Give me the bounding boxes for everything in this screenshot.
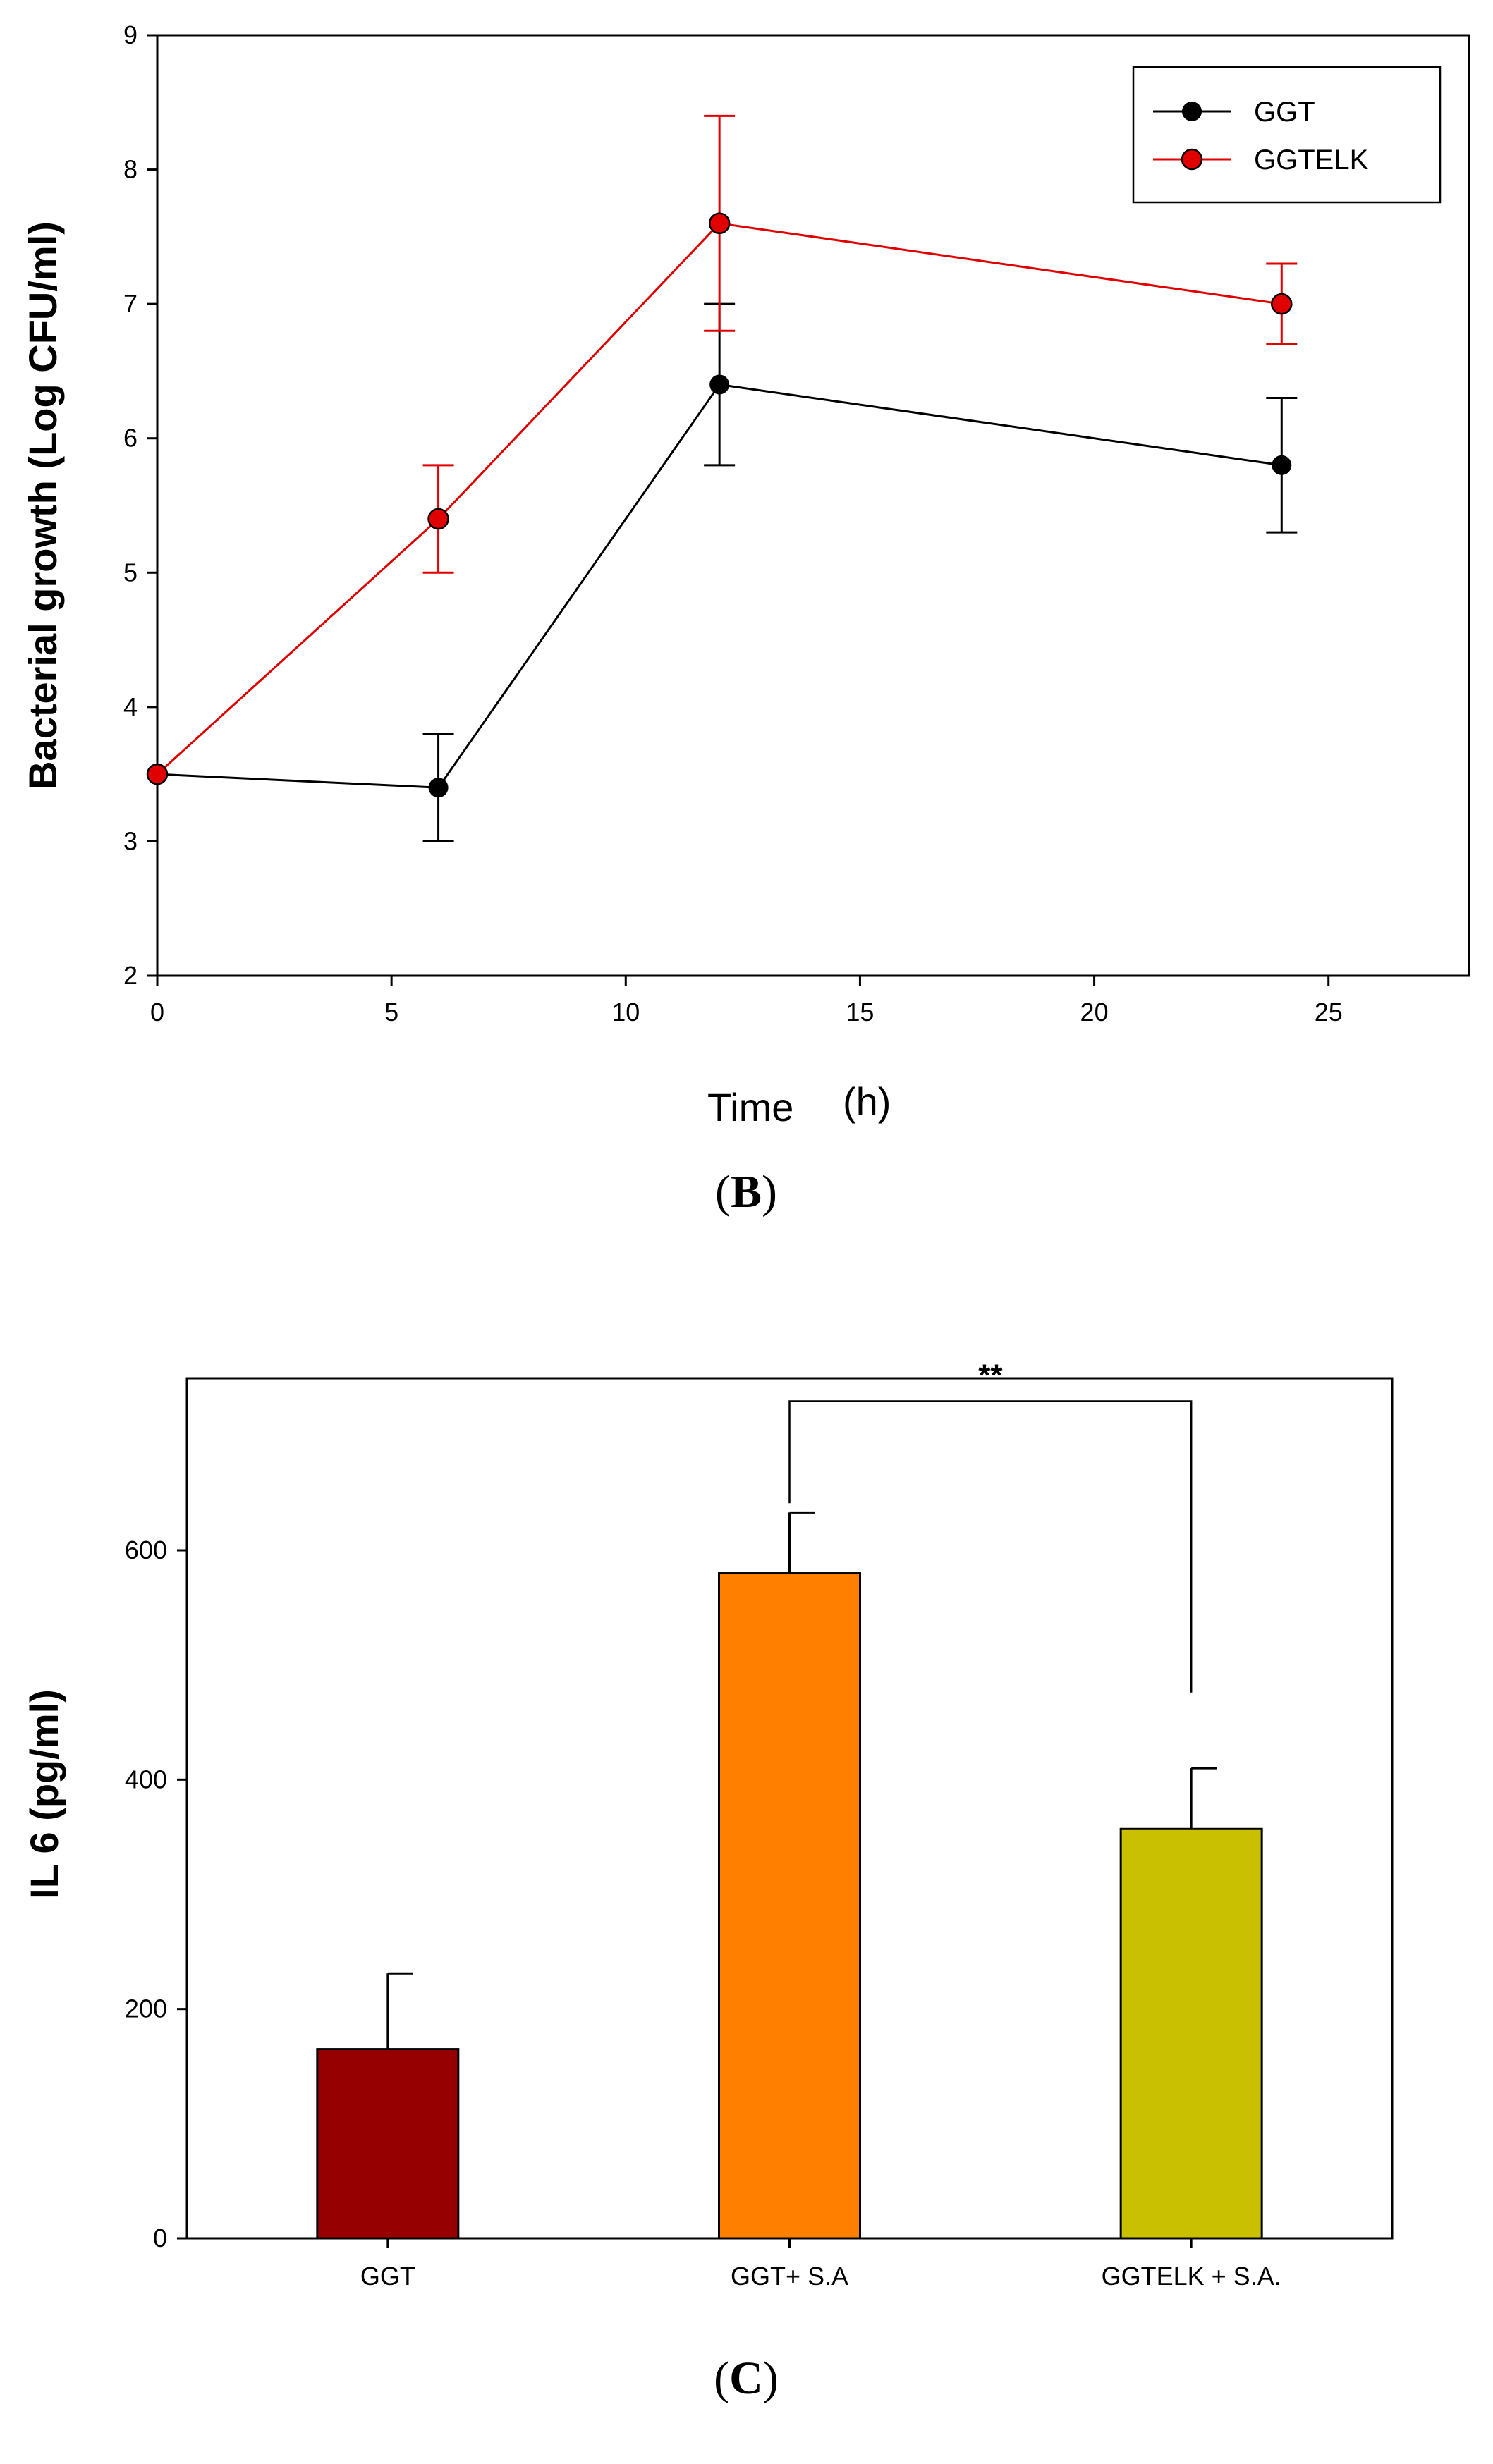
data-point-ggtelk [708, 212, 731, 235]
y-tick-label: 4 [123, 692, 138, 721]
series-line-ggt [157, 383, 1282, 789]
y-tick-label: 400 [125, 1765, 167, 1794]
data-point-ggt [709, 374, 730, 395]
significance-bracket: ** [788, 1359, 1193, 1693]
x-tick-label: 15 [846, 998, 874, 1026]
panel-c-letter: C [729, 2353, 763, 2404]
x-tick-label: GGT+ S.A [731, 2262, 848, 2291]
x-tick-label: 10 [611, 998, 640, 1026]
bar-ggt-s-a [718, 1572, 861, 2240]
panel-c-bars [316, 1511, 1263, 2240]
y-tick-label: 8 [123, 155, 138, 184]
legend-marker-ggtelk [1181, 148, 1203, 171]
legend-box [1132, 66, 1442, 204]
y-tick-label: 7 [123, 289, 138, 318]
x-tick-label: 20 [1080, 998, 1109, 1026]
panel-c-x-axis: GGT GGT+ S.A GGTELK + S.A. [360, 2238, 1281, 2291]
panel-c-y-axis-title: IL 6 (pg/ml) [22, 1689, 66, 1899]
x-tick-label: 25 [1315, 998, 1343, 1026]
y-tick-label: 200 [125, 1994, 167, 2023]
legend-label-ggtelk: GGTELK [1254, 145, 1369, 176]
legend-label-ggt: GGT [1254, 97, 1315, 128]
series-line-ggtelk [156, 222, 1282, 776]
panel-c-bar-chart: 0 200 400 600 GGT GGT+ S.A GGTELK + S.A. ** I… [22, 1359, 1394, 2404]
x-tick-label: 5 [384, 998, 398, 1026]
y-tick-label: 0 [153, 2224, 167, 2252]
panel-b-legend: GGT GGTELK [1132, 66, 1442, 204]
y-tick-label: 3 [123, 826, 138, 855]
y-tick-label: 5 [123, 558, 138, 587]
bar-ggtelk-s-a [1119, 1827, 1263, 2240]
panel-b-y-axis-title: Bacterial growth (Log CFU/ml) [20, 221, 65, 790]
y-tick-label: 2 [123, 961, 138, 990]
y-tick-label: 9 [123, 20, 138, 49]
data-point-ggtelk [146, 763, 169, 785]
data-point-ggt [428, 778, 449, 798]
significance-label: ** [978, 1359, 1003, 1393]
y-tick-label: 600 [125, 1536, 167, 1564]
panel-b-y-axis: 2 3 4 5 6 7 8 9 [123, 20, 157, 990]
panel-c-label: (C) [714, 2353, 779, 2404]
panel-b-series [146, 114, 1298, 842]
x-tick-label: GGT [360, 2262, 415, 2291]
panel-b-plot-frame [156, 34, 1470, 977]
panel-b-x-axis-unit: (h) [843, 1079, 891, 1124]
data-point-ggtelk [1271, 293, 1293, 315]
significance-line [788, 1400, 1193, 1693]
x-tick-label: 0 [150, 998, 164, 1026]
panel-b-x-axis-title: Time [707, 1085, 793, 1129]
panel-c-y-axis: 0 200 400 600 [125, 1536, 187, 2252]
legend-marker-ggt [1182, 102, 1202, 121]
panel-b-letter: B [731, 1166, 762, 1218]
panel-b-label: (B) [715, 1166, 777, 1218]
panel-b-line-chart: 2 3 4 5 6 7 8 9 0 5 10 15 20 25 GGT GGTELK Bacterial… [20, 20, 1470, 1218]
data-point-ggt [1272, 455, 1292, 475]
panel-b-x-axis: 0 5 10 15 20 25 [150, 976, 1343, 1026]
y-tick-label: 6 [123, 424, 138, 453]
bar-ggt [316, 2048, 460, 2240]
x-tick-label: GGTELK + S.A. [1102, 2262, 1281, 2291]
data-point-ggtelk [427, 508, 449, 530]
